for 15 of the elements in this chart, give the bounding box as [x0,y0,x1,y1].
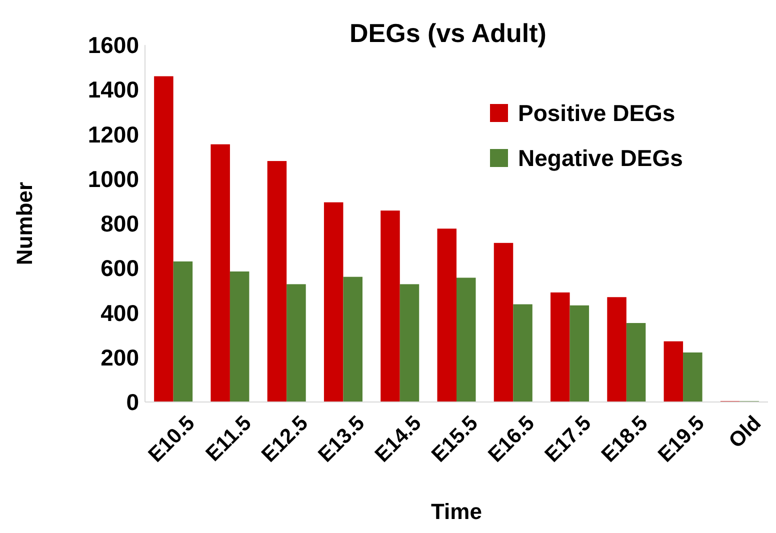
x-axis-title: Time [431,499,482,524]
y-tick-label: 1200 [88,121,139,148]
y-tick-label: 200 [100,344,139,370]
legend-label: Negative DEGs [518,145,683,172]
y-tick-label: 800 [100,210,139,237]
x-tick-label: Old [724,412,766,453]
y-axis-title: Number [12,182,37,266]
y-tick-label: 1600 [88,32,139,58]
y-tick-label: 1000 [88,166,139,192]
y-tick-label: 600 [100,255,139,282]
legend-label: Positive DEGs [518,100,676,126]
y-tick-label: 0 [126,389,139,416]
chart-title: DEGs (vs Adult) [350,18,546,48]
y-tick-label: 400 [100,300,139,326]
y-tick-label: 1400 [88,76,139,103]
